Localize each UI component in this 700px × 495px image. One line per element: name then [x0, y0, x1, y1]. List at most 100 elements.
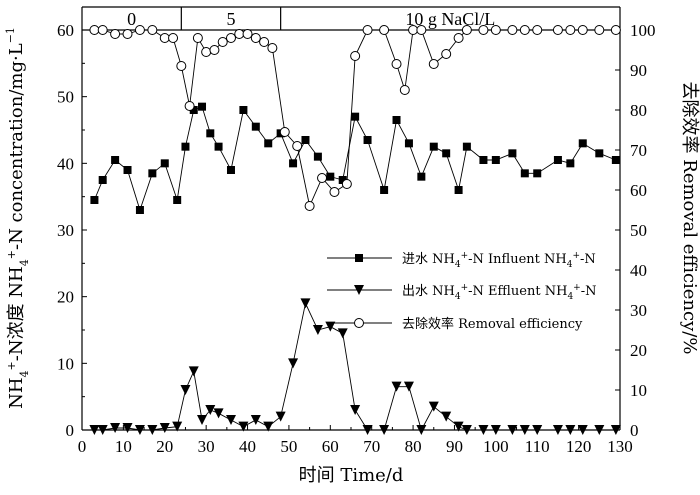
influent-point-8 — [181, 142, 190, 151]
removal-efficiency-point-16 — [242, 29, 253, 39]
phase-label-2: 10 g NaCl/L — [405, 9, 495, 29]
y-left-tick-label-30: 30 — [57, 221, 74, 240]
removal-efficiency-point-39 — [507, 25, 518, 35]
effluent-point-39 — [565, 425, 576, 435]
removal-efficiency-point-11 — [201, 47, 212, 57]
y-left-tick-label-0: 0 — [66, 421, 75, 440]
removal-efficiency-point-18 — [259, 37, 270, 47]
removal-efficiency-point-21 — [292, 141, 303, 151]
x-tick-label-50: 50 — [280, 437, 297, 456]
y-right-tick-label-90: 90 — [630, 61, 647, 80]
effluent-point-6 — [159, 423, 170, 433]
legend-item-effluent: 出水 NH4+-N Effluent NH4+-N — [327, 283, 597, 302]
x-tick-label-90: 90 — [446, 437, 463, 456]
removal-efficiency-point-34 — [441, 49, 452, 59]
influent-point-5 — [148, 169, 157, 178]
y-right-tick-label-100: 100 — [630, 21, 656, 40]
effluent-point-7 — [172, 421, 183, 432]
influent-point-10 — [198, 102, 207, 111]
effluent-point-33 — [478, 425, 489, 435]
removal-efficiency-point-37 — [478, 25, 489, 35]
removal-efficiency-point-24 — [329, 187, 340, 197]
x-tick-label-30: 30 — [198, 437, 215, 456]
effluent-point-21 — [325, 321, 336, 332]
y-right-tick-label-10: 10 — [630, 381, 647, 400]
influent-point-34 — [491, 156, 500, 164]
phase-label-0: 0 — [127, 9, 136, 29]
influent-point-16 — [264, 139, 273, 148]
effluent-point-16 — [263, 421, 274, 432]
y-right-tick-label-70: 70 — [630, 141, 647, 160]
effluent-point-30 — [441, 411, 452, 422]
effluent-point-37 — [532, 425, 543, 435]
influent-point-36 — [520, 169, 529, 178]
effluent-point-42 — [610, 425, 621, 435]
x-tick-label-130: 130 — [607, 437, 633, 456]
influent-point-28 — [417, 172, 426, 181]
influent-point-26 — [392, 116, 401, 124]
y-right-tick-label-60: 60 — [630, 181, 647, 200]
removal-efficiency-point-6 — [159, 33, 170, 43]
influent-point-22 — [338, 176, 347, 184]
legend-marker-effluent — [354, 285, 364, 295]
y-left-tick-label-60: 60 — [57, 21, 74, 40]
effluent-point-22 — [337, 328, 348, 339]
influent-point-23 — [351, 112, 360, 121]
legend-item-influent: 进水 NH4+-N Influent NH4+-N — [327, 251, 596, 270]
effluent-point-40 — [577, 425, 588, 435]
removal-efficiency-point-32 — [416, 25, 427, 35]
influent-point-33 — [479, 156, 488, 164]
removal-efficiency-point-29 — [391, 59, 402, 69]
left-y-axis-title: NH4+-N浓度 NH4+-N concentration/mg·L−1 — [4, 27, 31, 409]
legend: 进水 NH4+-N Influent NH4+-N 出水 NH4+-N Efflu… — [327, 251, 597, 332]
effluent-point-3 — [122, 423, 133, 433]
removal-efficiency-point-13 — [217, 37, 228, 47]
removal-efficiency-point-5 — [147, 25, 158, 35]
removal-efficiency-point-8 — [176, 61, 187, 71]
effluent-point-36 — [519, 425, 530, 435]
y-right-tick-label-50: 50 — [630, 221, 647, 240]
effluent-point-15 — [250, 415, 261, 425]
effluent-point-31 — [453, 421, 464, 432]
legend-marker-influent — [355, 254, 363, 262]
removal-efficiency-point-12 — [209, 45, 220, 55]
y-right-tick-label-0: 0 — [630, 421, 639, 440]
x-tick-label-10: 10 — [115, 437, 132, 456]
influent-point-9 — [189, 106, 198, 114]
removal-efficiency-point-45 — [594, 25, 605, 35]
removal-efficiency-point-15 — [234, 29, 245, 39]
effluent-point-5 — [147, 425, 158, 435]
x-tick-label-0: 0 — [78, 437, 87, 456]
effluent-point-19 — [300, 298, 311, 309]
removal-efficiency-point-27 — [362, 25, 373, 35]
removal-efficiency-point-22 — [304, 201, 315, 211]
influent-point-11 — [206, 129, 215, 138]
removal-efficiency-point-2 — [110, 29, 121, 39]
effluent-point-14 — [238, 421, 249, 432]
x-axis-ticks: 0 10 20 30 40 50 60 70 80 90 100 110 120 130 — [78, 425, 633, 456]
influent-point-37 — [533, 169, 542, 178]
removal-efficiency-point-20 — [279, 127, 290, 137]
series-influent — [90, 102, 620, 214]
effluent-point-4 — [134, 425, 145, 435]
influent-point-41 — [595, 149, 604, 158]
effluent-point-1 — [97, 425, 108, 435]
influent-point-35 — [508, 149, 517, 158]
effluent-point-9 — [188, 366, 199, 377]
removal-efficiency-point-9 — [184, 101, 195, 111]
x-tick-label-60: 60 — [322, 437, 339, 456]
effluent-point-10 — [197, 415, 208, 425]
influent-point-18 — [289, 159, 298, 168]
influent-point-38 — [553, 156, 562, 164]
x-axis-title: 时间 Time/d — [299, 465, 404, 486]
effluent-point-25 — [379, 425, 390, 435]
y-left-tick-label-50: 50 — [57, 88, 74, 107]
removal-efficiency-point-46 — [610, 25, 621, 35]
effluent-point-35 — [507, 425, 518, 435]
series-removal-efficiency — [89, 25, 621, 211]
removal-efficiency-point-41 — [532, 25, 543, 35]
effluent-point-8 — [180, 385, 191, 395]
removal-efficiency-point-44 — [577, 25, 588, 35]
